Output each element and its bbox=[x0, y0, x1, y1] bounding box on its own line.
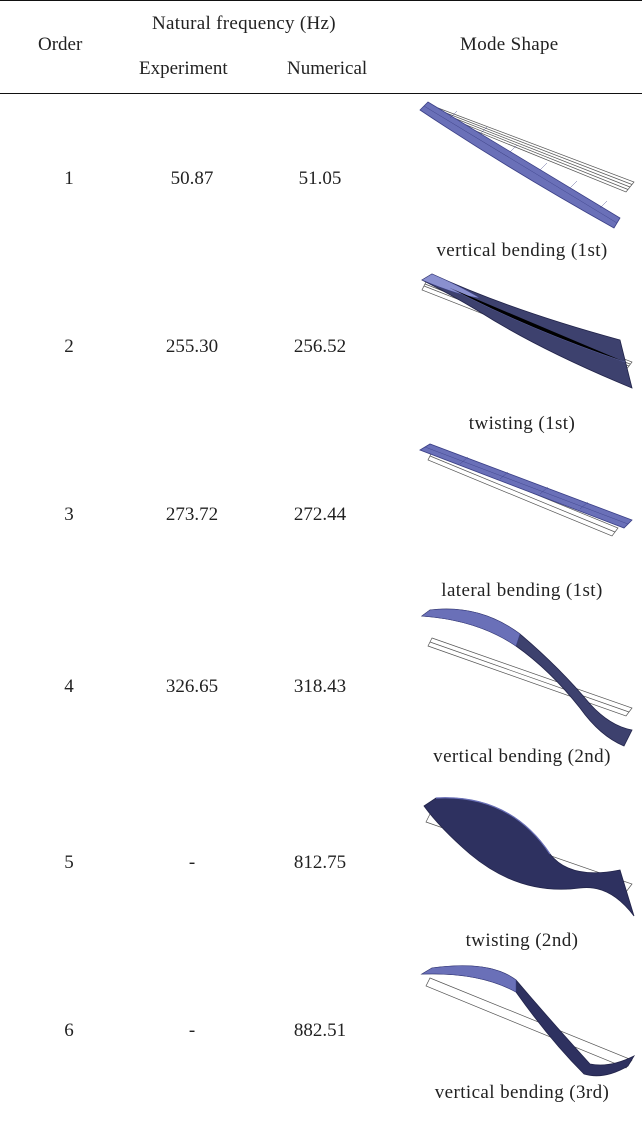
experiment-cell: 50.87 bbox=[170, 168, 214, 189]
header-experiment: Experiment bbox=[139, 58, 228, 79]
experiment-cell: - bbox=[188, 1020, 196, 1041]
order-cell: 2 bbox=[64, 336, 74, 357]
experiment-cell: 273.72 bbox=[165, 504, 219, 525]
mode-shape-image bbox=[419, 443, 633, 537]
mode-shape-image bbox=[423, 797, 635, 917]
numerical-cell: 51.05 bbox=[298, 168, 342, 189]
header-natural-frequency: Natural frequency (Hz) bbox=[152, 13, 336, 34]
header-mode-shape: Mode Shape bbox=[460, 34, 559, 55]
mode-shape-caption: vertical bending (2nd) bbox=[433, 746, 611, 767]
mode-shape-caption: twisting (2nd) bbox=[465, 930, 579, 951]
table-row: 4 326.65 318.43 vertical bending (2nd) bbox=[0, 608, 642, 778]
header-order: Order bbox=[38, 34, 83, 55]
mode-shape-image bbox=[421, 273, 633, 389]
experiment-cell: - bbox=[188, 852, 196, 873]
mode-shape-caption: lateral bending (1st) bbox=[441, 580, 603, 601]
table-row: 3 273.72 272.44 lateral bending (1st) bbox=[0, 440, 642, 610]
order-cell: 4 bbox=[64, 676, 74, 697]
order-cell: 5 bbox=[64, 852, 74, 873]
mode-shape-image bbox=[420, 608, 633, 747]
order-cell: 3 bbox=[64, 504, 74, 525]
table-row: 2 255.30 256.52 twisting (1st) bbox=[0, 270, 642, 440]
table-row: 6 - 882.51 vertical bending (3rd) bbox=[0, 960, 642, 1130]
order-cell: 1 bbox=[64, 168, 74, 189]
mode-shape-image bbox=[419, 101, 635, 229]
table-top-rule bbox=[0, 0, 642, 1]
numerical-cell: 318.43 bbox=[293, 676, 347, 697]
numerical-cell: 272.44 bbox=[293, 504, 347, 525]
table-row: 1 50.87 51.05 vertical bending (1st) bbox=[0, 98, 642, 268]
numerical-cell: 882.51 bbox=[293, 1020, 347, 1041]
numerical-cell: 256.52 bbox=[293, 336, 347, 357]
experiment-cell: 255.30 bbox=[165, 336, 219, 357]
header-numerical: Numerical bbox=[287, 58, 368, 79]
numerical-cell: 812.75 bbox=[293, 852, 347, 873]
mode-shape-caption: vertical bending (3rd) bbox=[434, 1082, 610, 1103]
mode-shape-image bbox=[420, 965, 636, 1077]
mode-shape-caption: twisting (1st) bbox=[468, 413, 576, 434]
experiment-cell: 326.65 bbox=[165, 676, 219, 697]
table-row: 5 - 812.75 twisting (2nd) bbox=[0, 784, 642, 954]
order-cell: 6 bbox=[64, 1020, 74, 1041]
header-bottom-rule bbox=[0, 93, 642, 94]
mode-shape-caption: vertical bending (1st) bbox=[436, 240, 608, 261]
